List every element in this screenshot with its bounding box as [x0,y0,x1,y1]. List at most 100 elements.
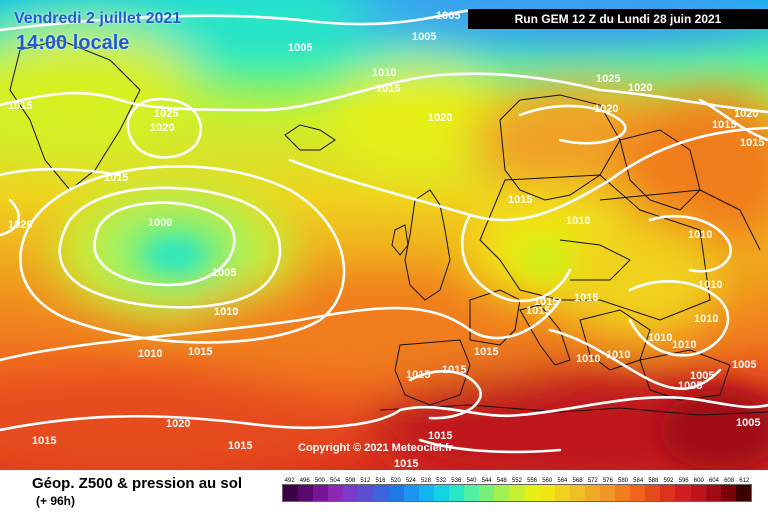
color-scale-label: 524 [405,478,416,484]
color-scale-label: 608 [724,478,735,484]
isobar-label: 1015 [474,346,498,358]
color-scale-label: 544 [481,478,492,484]
isobar-label: 1005 [436,10,460,22]
color-scale-label: 512 [360,478,371,484]
isobar-label: 1010 [576,353,600,365]
color-scale-swatch [675,485,691,501]
isobar-label: 1015 [574,292,598,304]
legend-title: Géop. Z500 & pression au sol [32,475,243,492]
color-scale-swatch [584,485,600,501]
isobar-label: 1015 [228,440,252,452]
color-scale-label: 588 [648,478,659,484]
model-run-info: Run GEM 12 Z du Lundi 28 juin 2021 [468,9,768,29]
color-scale-label: 564 [557,478,568,484]
color-scale-swatch [615,485,631,501]
weather-map: 1005 1005 1005 1010 1015 1015 1025 1020 … [0,0,768,470]
color-scale-label: 492 [284,478,295,484]
isobar-label: 1015 [32,435,56,447]
isobar-label: 1010 [672,339,696,351]
color-scale-swatch [313,485,329,501]
isobar-label: 1015 [508,194,532,206]
color-scale-label: 532 [436,478,447,484]
isobar-label: 1005 [288,42,312,54]
isobar-label: 1020 [428,112,452,124]
isobar-label: 1015 [376,83,400,95]
isobar-label: 1010 [698,279,722,291]
legend-subtitle: (+ 96h) [36,494,76,508]
color-scale-label: 604 [708,478,719,484]
color-scale-swatch [660,485,676,501]
color-scale-label: 584 [633,478,644,484]
color-scale-label: 580 [618,478,629,484]
coastlines [9,39,768,416]
color-scale-label: 500 [314,478,325,484]
color-scale-label: 600 [693,478,704,484]
isobar-label: 1005 [678,380,702,392]
isobar-label: 1020 [8,219,32,231]
color-scale-swatch [524,485,540,501]
isobar-label: 1010 [606,349,630,361]
color-scale-swatch [433,485,450,501]
forecast-time: 14:00 locale [16,32,130,54]
color-scale-swatch [645,485,661,501]
legend-panel: Géop. Z500 & pression au sol (+ 96h) 492… [0,470,768,512]
color-scale: 492 496 500 504 508 512 516 520 524 528 532 536 540 5… [282,478,752,508]
isobar-label: 1005 [736,417,760,429]
isobar-label: 1010 [688,229,712,241]
color-scale-label: 528 [420,478,431,484]
color-scale-bar [282,484,752,502]
isobar-label: 1015 [104,172,128,184]
isobar-label: 1010 [566,215,590,227]
isobar-label: 1015 [534,296,558,308]
color-scale-label: 496 [299,478,310,484]
color-scale-swatch [690,485,706,501]
color-scale-swatch [630,485,646,501]
isobar-label: 1020 [166,418,190,430]
isobar-label: 1015 [428,430,452,442]
color-scale-swatch [720,485,736,501]
isobar-label: 1005 [212,267,236,279]
color-scale-label: 560 [542,478,553,484]
isobar-label: 1010 [214,306,238,318]
color-scale-swatch [343,485,359,501]
color-scale-label: 572 [587,478,598,484]
color-scale-label: 548 [496,478,507,484]
isobar-label: 1005 [690,370,714,382]
isobar-label: 1015 [188,346,212,358]
color-scale-label: 520 [390,478,401,484]
isobar-label: 1015 [712,119,736,131]
isobar-label: 1025 [596,73,620,85]
isobar-label: 1015 [394,458,418,470]
color-scale-label: 576 [602,478,613,484]
color-scale-swatch [418,485,434,501]
color-scale-swatch [328,485,344,501]
isobar-label: 1020 [594,103,618,115]
color-scale-swatch [373,485,389,501]
color-scale-label: 508 [345,478,356,484]
isobar-label: 1020 [734,108,758,120]
color-scale-swatch [509,485,525,501]
color-scale-swatch [283,485,299,501]
isobar-label: 1005 [412,31,436,43]
color-scale-labels: 492 496 500 504 508 512 516 520 524 528 532 536 540 5… [282,478,752,484]
color-scale-label: 596 [678,478,689,484]
color-scale-label: 516 [375,478,386,484]
color-scale-swatch [539,485,555,501]
color-scale-label: 540 [466,478,477,484]
color-scale-swatch [464,485,480,501]
color-scale-label: 536 [451,478,462,484]
forecast-date: Vendredi 2 juillet 2021 [14,10,182,27]
color-scale-swatch [705,485,721,501]
isobar-label: 1010 [372,67,396,79]
color-scale-label: 612 [739,478,750,484]
isobar-label: 1010 [694,313,718,325]
color-scale-swatch [569,485,585,501]
color-scale-swatch [479,485,495,501]
isobar-label: 1015 [740,137,764,149]
color-scale-swatch [298,485,314,501]
isobar-labels: 1005 1005 1005 1010 1015 1015 1025 1020 … [8,10,764,470]
color-scale-swatch [599,485,616,501]
isobar-label: 1020 [628,82,652,94]
color-scale-label: 556 [527,478,538,484]
